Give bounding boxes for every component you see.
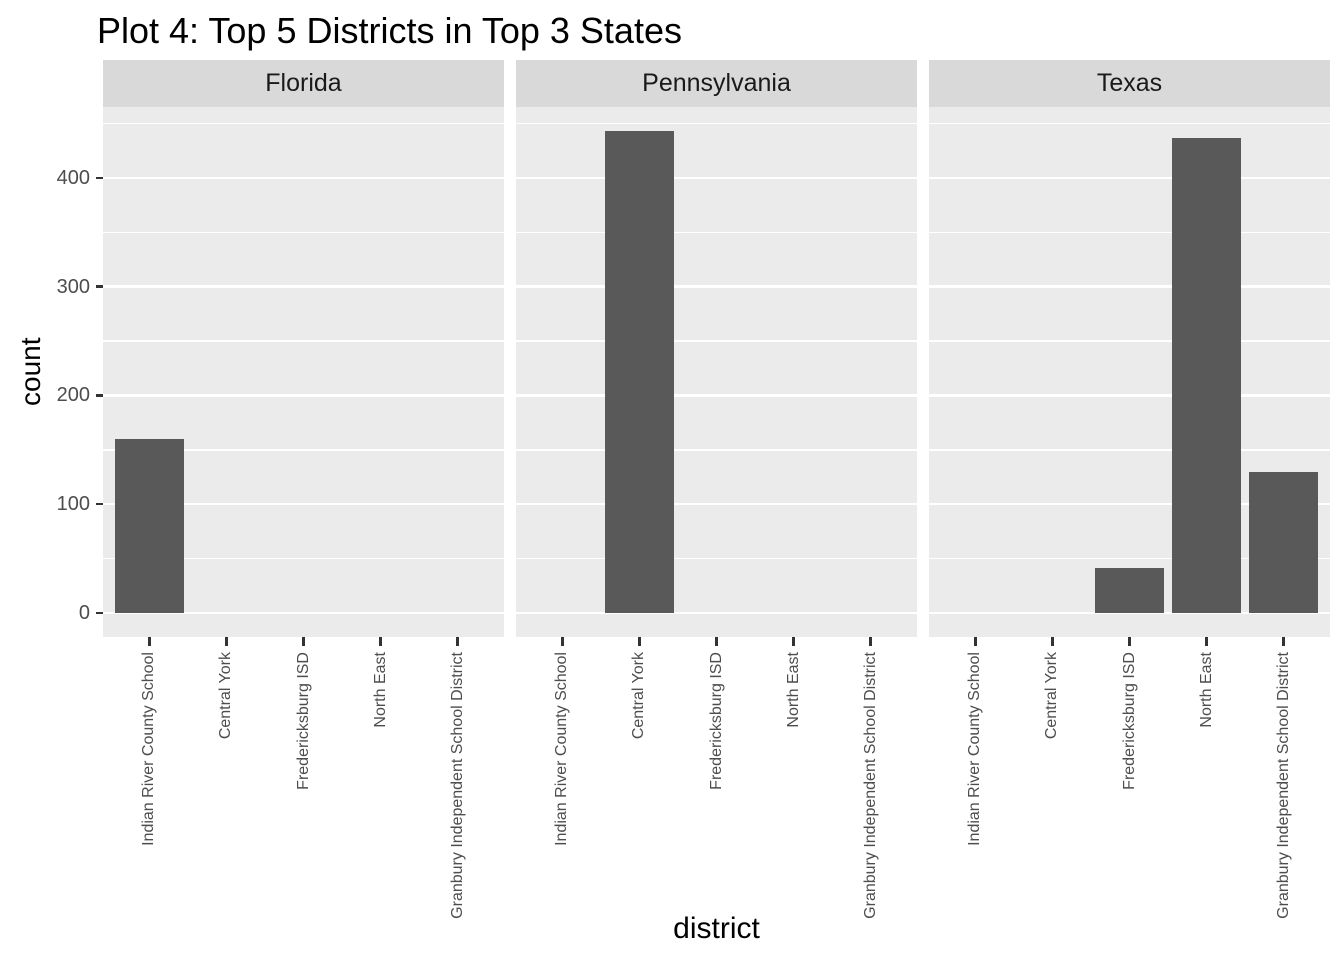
x-axis-tick-label: Fredericksburg ISD <box>707 652 725 790</box>
gridline-minor <box>516 449 917 451</box>
gridline-minor <box>929 122 1330 125</box>
x-axis-tick <box>792 637 795 646</box>
gridline-major <box>516 285 917 288</box>
x-axis-tick <box>1282 637 1285 646</box>
gridline-major <box>929 176 1330 180</box>
gridline-minor <box>929 340 1330 342</box>
gridline-minor <box>103 231 504 233</box>
x-axis-tick-label: Granbury Independent School District <box>448 652 466 919</box>
facet-strip: Texas <box>929 60 1330 107</box>
x-axis-tick <box>379 637 382 646</box>
facet-strip-label: Florida <box>265 69 342 97</box>
gridline-major <box>929 285 1330 288</box>
y-axis-tick <box>96 394 103 397</box>
gridline-minor <box>929 557 1330 560</box>
gridline-major <box>929 502 1330 506</box>
chart-title: Plot 4: Top 5 Districts in Top 3 States <box>97 10 682 51</box>
x-axis-tick-label: Central York <box>1043 652 1061 740</box>
x-axis-tick-label: North East <box>371 652 389 728</box>
x-axis-tick <box>869 637 872 646</box>
x-axis-tick-label: North East <box>1197 652 1215 728</box>
y-axis-tick-label: 200 <box>56 384 90 407</box>
x-axis-tick <box>561 637 564 646</box>
bar-indian-river-county-school <box>114 438 184 613</box>
gridline-major <box>103 176 504 180</box>
gridline-minor <box>103 340 504 342</box>
facet-strip: Florida <box>103 60 504 107</box>
gridline-major <box>929 394 1330 397</box>
y-axis: 0 100 200 300 400 <box>0 60 103 637</box>
x-axis-tick <box>456 637 459 646</box>
x-axis-title: district <box>673 912 760 945</box>
gridline-minor <box>516 231 917 233</box>
bar-north-east <box>1171 137 1242 613</box>
facet-panel <box>929 107 1330 637</box>
y-axis-tick-label: 100 <box>56 493 90 516</box>
bar-central-york <box>604 131 675 613</box>
bar-granbury-independent-school-district <box>1249 471 1319 613</box>
x-axis-tick <box>715 637 718 646</box>
gridline-major <box>103 394 504 397</box>
facet-pennsylvania: Pennsylvania Indian River County School Ce… <box>516 60 917 919</box>
gridline-minor <box>929 449 1330 451</box>
y-axis-tick <box>96 285 103 288</box>
x-axis-tick-label: Central York <box>630 652 648 740</box>
gridline-major <box>516 394 917 397</box>
x-axis-tick-label: Indian River County School <box>140 652 158 846</box>
x-axis-tick <box>638 637 641 646</box>
x-axis-tick-label: Central York <box>217 652 235 740</box>
x-axis-tick <box>1051 637 1054 646</box>
y-axis-tick <box>96 502 103 506</box>
facet-strip: Pennsylvania <box>516 60 917 107</box>
x-axis-tick <box>1205 637 1208 646</box>
x-axis-tick <box>225 637 228 646</box>
y-axis-tick-label: 400 <box>56 166 90 189</box>
gridline-major <box>929 611 1330 615</box>
gridline-minor <box>516 557 917 560</box>
gridline-major <box>103 611 504 615</box>
y-axis-tick-label: 300 <box>56 275 90 298</box>
x-axis-tick-label: North East <box>784 652 802 728</box>
y-axis-tick-label: 0 <box>78 601 90 624</box>
y-axis-tick <box>96 611 103 615</box>
bar-fredericksburg-isd <box>1094 568 1165 613</box>
x-axis-tick <box>302 637 305 646</box>
x-axis-tick <box>1128 637 1131 646</box>
x-axis-tick-label: Fredericksburg ISD <box>294 652 312 790</box>
x-axis-tick <box>148 637 151 646</box>
gridline-major <box>103 502 504 506</box>
x-axis-tick <box>974 637 977 646</box>
facet-texas: Texas Indian River County School Central Y… <box>929 60 1330 919</box>
gridline-minor <box>929 231 1330 233</box>
gridline-major <box>516 611 917 615</box>
y-axis-tick <box>96 176 103 180</box>
gridline-minor <box>103 122 504 125</box>
facet-panel <box>516 107 917 637</box>
x-axis-tick-label: Fredericksburg ISD <box>1120 652 1138 790</box>
gridline-major <box>103 285 504 288</box>
gridline-minor <box>516 340 917 342</box>
gridline-minor <box>103 449 504 451</box>
facet-strip-label: Pennsylvania <box>642 69 791 97</box>
facet-row: Florida Indian River County School Central… <box>103 60 1330 919</box>
gridline-minor <box>516 122 917 125</box>
x-axis-tick-label: Granbury Independent School District <box>1274 652 1292 919</box>
x-axis-tick-label: Granbury Independent School District <box>861 652 879 919</box>
x-axis-tick-label: Indian River County School <box>553 652 571 846</box>
gridline-minor <box>103 557 504 560</box>
x-axis-tick-label: Indian River County School <box>966 652 984 846</box>
gridline-major <box>516 502 917 506</box>
facet-florida: Florida Indian River County School Central… <box>103 60 504 919</box>
facet-panel <box>103 107 504 637</box>
gridline-major <box>516 176 917 180</box>
facet-strip-label: Texas <box>1096 69 1163 97</box>
